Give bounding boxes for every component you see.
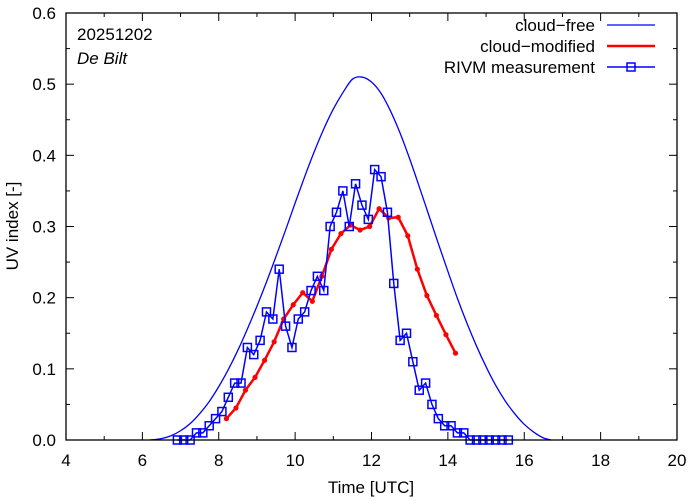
rivm-measurement-point (280, 321, 291, 331)
cloud-modified-point (261, 357, 268, 363)
rivm-measurement-point (274, 264, 284, 274)
legend: cloud−free cloud−modified RIVM measureme… (444, 16, 655, 77)
cloud-modified-point (443, 332, 449, 338)
rivm-measurement-point (217, 406, 227, 417)
plot-frame (65, 12, 678, 441)
x-tick-label: 12 (362, 451, 381, 470)
rivm-measurement-point (293, 314, 304, 324)
x-tick-label: 14 (438, 451, 457, 470)
x-tick-label: 10 (286, 451, 305, 470)
rivm-measurement-point (319, 285, 329, 296)
legend-swatch-marker (626, 62, 636, 72)
x-tick-label: 4 (61, 451, 70, 470)
cloud-modified-point (233, 405, 239, 411)
cloud-modified-point (252, 374, 258, 380)
cloud-modified-point (376, 206, 382, 212)
rivm-measurement-point (191, 428, 202, 438)
rivm-measurement-point (363, 214, 374, 225)
x-tick-label: 6 (138, 451, 147, 470)
cloud-modified-point (405, 233, 411, 239)
x-axis-title: Time [UTC] (328, 478, 414, 497)
rivm-measurement-point (357, 200, 367, 210)
cloud-modified-point (366, 223, 373, 230)
x-tick-label: 16 (515, 451, 534, 470)
rivm-measurement-point (249, 349, 259, 360)
y-tick-label: 0.1 (32, 360, 56, 379)
rivm-measurement-point (369, 164, 380, 175)
y-tick-label: 0.6 (32, 4, 56, 23)
y-tick-label: 0.3 (32, 218, 56, 237)
rivm-measurement-point (210, 413, 221, 424)
rivm-measurement-point (204, 421, 214, 431)
cloud-modified-point (300, 290, 306, 296)
legend-label-cloud-modified: cloud−modified (480, 37, 595, 56)
rivm-measurement-point (433, 413, 444, 424)
rivm-measurement-point (452, 428, 463, 438)
rivm-measurement-point (395, 335, 405, 346)
rivm-measurement-point (299, 307, 310, 317)
rivm-measurement-point (420, 378, 431, 388)
rivm-measurement-point (198, 428, 208, 438)
date-annotation: 20251202 (77, 25, 153, 44)
cloud-modified-point (309, 298, 315, 304)
rivm-measurement-point (414, 385, 424, 395)
rivm-measurement-point (325, 221, 335, 232)
rivm-measurement-point (268, 314, 278, 324)
y-tick-label: 0.0 (32, 431, 56, 450)
rivm-measurement-point (236, 378, 246, 388)
x-tick-labels: 4 6 8 10 12 14 16 18 20 (61, 451, 686, 470)
series-layer (149, 76, 552, 445)
y-tick-label: 0.2 (32, 289, 56, 308)
rivm-measurement-point (331, 207, 342, 218)
rivm-measurement-point (242, 342, 253, 353)
cloud-modified-point (290, 302, 296, 308)
rivm-measurement-point (408, 356, 418, 367)
x-tick-label: 18 (591, 451, 610, 470)
series-line-cloud-free (149, 76, 552, 441)
rivm-measurement-point (338, 186, 348, 196)
cloud-modified-point (424, 292, 430, 299)
cloud-modified-point (328, 246, 335, 252)
rivm-measurement-point (382, 207, 393, 218)
rivm-measurement-point (223, 392, 234, 403)
rivm-measurement-point (401, 328, 412, 338)
location-annotation: De Bilt (77, 49, 128, 68)
rivm-measurement-point (389, 278, 399, 289)
x-tick-label: 20 (668, 451, 687, 470)
cloud-modified-point (271, 339, 277, 345)
y-tick-label: 0.4 (32, 146, 56, 165)
cloud-modified-point (414, 266, 420, 272)
cloud-modified-point (357, 227, 363, 233)
rivm-measurement-point (439, 421, 450, 431)
y-tick-label: 0.5 (32, 75, 56, 94)
rivm-measurement-point (229, 378, 240, 388)
x-tick-label: 8 (214, 451, 223, 470)
rivm-measurement-point (427, 399, 437, 410)
rivm-measurement-point (344, 221, 354, 232)
cloud-modified-point (395, 214, 401, 220)
y-axis-title: UV index [-] (3, 182, 22, 271)
y-tick-labels: 0.0 0.1 0.2 0.3 0.4 0.5 0.6 (32, 4, 56, 450)
rivm-measurement-point (350, 179, 361, 189)
rivm-measurement-point (312, 271, 323, 282)
rivm-measurement-point (287, 342, 297, 353)
cloud-modified-point (223, 416, 229, 422)
rivm-measurement-point (261, 307, 272, 317)
cloud-modified-point (452, 350, 459, 356)
rivm-measurement-point (446, 421, 456, 431)
rivm-measurement-point (376, 171, 386, 182)
legend-label-cloud-free: cloud−free (515, 16, 595, 35)
series-line-rivm-measurement (177, 167, 509, 441)
rivm-measurement-point (306, 285, 316, 296)
rivm-measurement-point (459, 428, 469, 438)
rivm-measurement-point (255, 335, 265, 346)
cloud-modified-point (242, 387, 249, 393)
cloud-modified-point (433, 312, 440, 319)
cloud-modified-point (338, 231, 344, 237)
legend-label-rivm-measurement: RIVM measurement (444, 58, 595, 77)
